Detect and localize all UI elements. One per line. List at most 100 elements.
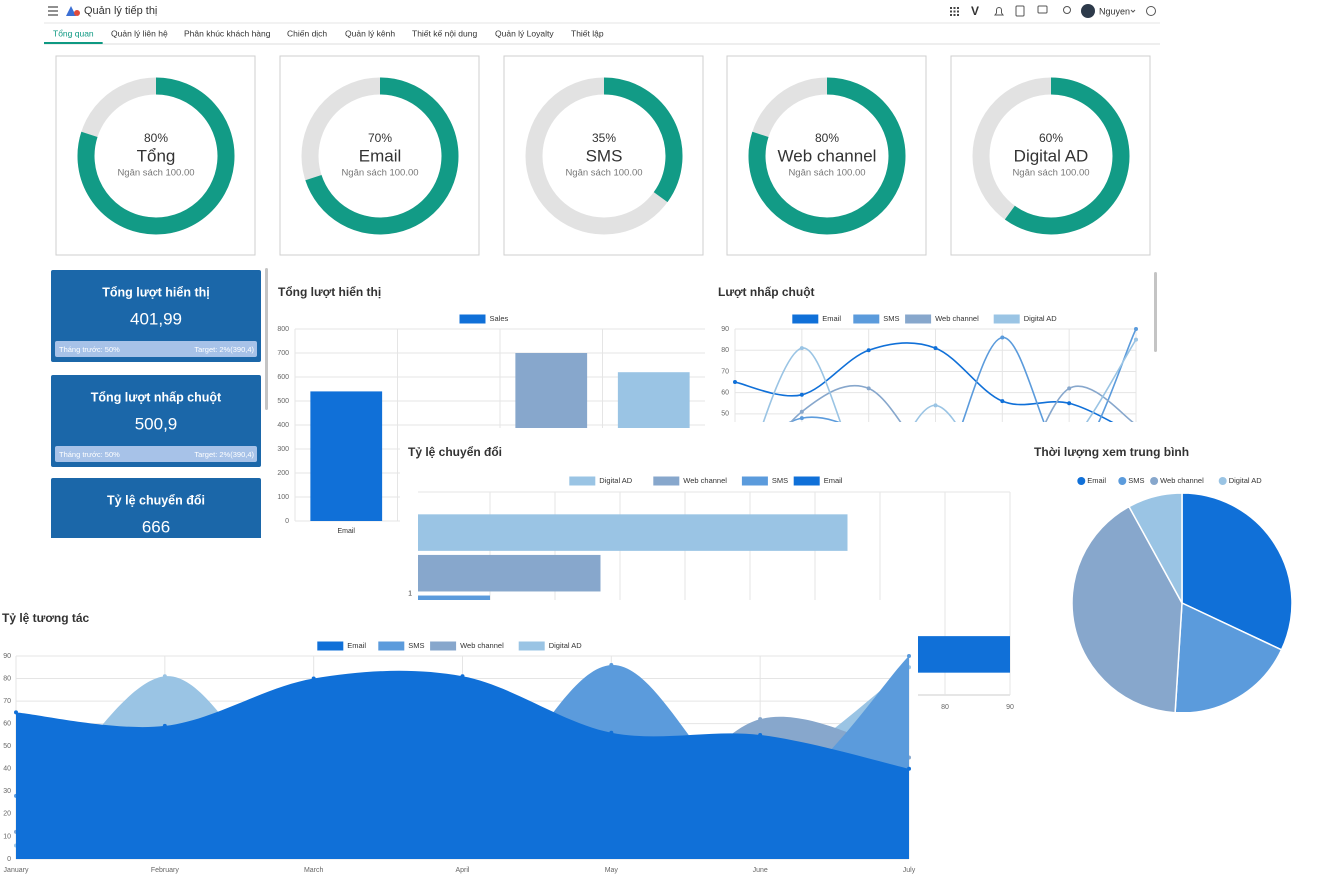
nav-tab[interactable]: Phân khúc khách hàng	[184, 28, 271, 38]
kpi-last-month: Tháng trước: 50%	[59, 450, 120, 459]
kpi-title: Tỷ lệ chuyển đổi	[107, 493, 205, 507]
avatar[interactable]	[1081, 4, 1095, 18]
nav-tab[interactable]: Thiết lập	[571, 28, 604, 38]
apps-icon-dot[interactable]	[957, 10, 959, 13]
chart-title: Tỷ lệ tương tác	[2, 611, 90, 625]
legend-label: Digital AD	[1024, 314, 1058, 323]
area-point	[907, 654, 911, 658]
legend-swatch	[905, 314, 932, 324]
line-point	[933, 346, 938, 351]
donut-name: Email	[359, 146, 402, 165]
y-tick-label: 400	[277, 422, 289, 429]
area-point	[162, 723, 167, 728]
bell-icon[interactable]	[994, 7, 1004, 16]
y-tick-label: 50	[721, 411, 729, 418]
y-tick-label: 40	[3, 766, 11, 773]
clipboard-icon[interactable]	[1015, 5, 1025, 17]
pie-chart-panel: Thời lượng xem trung bình Email SMS Web cha…	[1028, 430, 1320, 712]
x-tick-label: 80	[941, 704, 949, 711]
header-icons: V Nguyen	[950, 4, 1156, 18]
apps-icon-dot[interactable]	[950, 14, 952, 16]
donut-budget: Ngân sách 100.00	[341, 168, 418, 179]
pie-slice	[1174, 601, 1283, 712]
apps-icon-dot[interactable]	[950, 10, 952, 13]
legend-swatch	[1150, 477, 1159, 485]
donut-percent: 80%	[144, 131, 168, 145]
app-logo-dot	[74, 10, 80, 16]
chat-icon[interactable]	[1037, 5, 1048, 14]
area-point	[162, 674, 167, 679]
apps-icon-dot[interactable]	[953, 10, 956, 13]
nav-tab[interactable]: Chiến dịch	[287, 28, 327, 38]
donut-name: SMS	[586, 146, 623, 165]
nav-tab[interactable]: Thiết kế nội dung	[412, 28, 477, 38]
legend-label: Digital AD	[549, 641, 583, 650]
apps-icon-dot[interactable]	[953, 7, 956, 9]
line-point	[733, 380, 737, 385]
pie-slice	[1127, 492, 1183, 604]
line-point	[799, 409, 804, 414]
donut-arc	[1004, 77, 1130, 235]
legend-swatch	[792, 314, 819, 324]
user-name[interactable]: Nguyen	[1099, 6, 1130, 16]
kpi-value: 666	[142, 517, 170, 536]
kpi-target: Target: 2%(390,4)	[194, 450, 254, 459]
area-point	[907, 766, 911, 771]
apps-icon-dot[interactable]	[957, 14, 959, 16]
legend-label: Email	[1087, 476, 1106, 485]
app-letter-icon[interactable]: V	[971, 4, 979, 18]
donut-percent: 80%	[815, 131, 839, 145]
bar	[310, 391, 383, 521]
line-series	[762, 339, 1137, 422]
area-chart-panel: Tỷ lệ tương tác Email SMS Web channel Digita…	[0, 600, 918, 881]
x-tick-label: June	[753, 867, 768, 874]
y-tick-label: 10	[3, 833, 11, 840]
legend-swatch	[569, 476, 596, 486]
legend-swatch	[993, 314, 1020, 324]
active-tab-indicator	[44, 42, 103, 44]
y-tick-label: 200	[277, 470, 289, 477]
kpi-value: 500,9	[135, 414, 178, 433]
nav-tab[interactable]: Tổng quan	[53, 28, 94, 38]
apps-icon-dot[interactable]	[957, 7, 959, 9]
line-series	[788, 328, 1137, 422]
y-tick-label: 300	[277, 446, 289, 453]
area-point	[758, 732, 763, 737]
line-point	[866, 348, 871, 353]
y-tick-label: 90	[721, 326, 729, 333]
user-chevron[interactable]	[1130, 9, 1136, 13]
legend-label: Web channel	[935, 314, 979, 323]
y-tick-label: 80	[721, 347, 729, 354]
chart-title: Lượt nhấp chuột	[718, 285, 815, 299]
y-tick-label: 70	[3, 698, 11, 705]
legend-swatch	[653, 476, 680, 486]
legend-label: Web channel	[1160, 476, 1204, 485]
nav-tab[interactable]: Quản lý Loyalty	[495, 28, 554, 38]
chart-title: Tỷ lệ chuyển đổi	[408, 445, 502, 459]
y-tick-label: 0	[7, 856, 11, 863]
legend-swatch	[317, 641, 344, 651]
kpi-value: 401,99	[130, 309, 182, 328]
apps-icon-dot[interactable]	[950, 7, 952, 9]
kpi-footer	[55, 446, 257, 462]
y-tick-label: 800	[277, 326, 289, 333]
legend-label: Digital AD	[599, 476, 633, 485]
help-icon[interactable]	[1146, 6, 1156, 16]
line-point	[799, 346, 804, 351]
y-tick-label: 700	[277, 350, 289, 357]
y-tick-label: 600	[277, 374, 289, 381]
line-point	[1134, 337, 1138, 342]
donut-arc	[77, 77, 235, 235]
area-point	[609, 663, 614, 668]
area-point	[609, 730, 614, 735]
legend-label: SMS	[1128, 476, 1144, 485]
legend-label: Web channel	[683, 476, 727, 485]
nav-tab[interactable]: Quản lý kênh	[345, 28, 395, 38]
nav-tab[interactable]: Quản lý liên hệ	[111, 28, 168, 38]
app-logo	[66, 6, 76, 16]
x-tick-label: February	[151, 867, 180, 874]
donut-percent: 35%	[592, 131, 616, 145]
y-tick-label: 20	[3, 811, 11, 818]
search-icon[interactable]	[1063, 6, 1071, 14]
apps-icon-dot[interactable]	[953, 14, 956, 16]
